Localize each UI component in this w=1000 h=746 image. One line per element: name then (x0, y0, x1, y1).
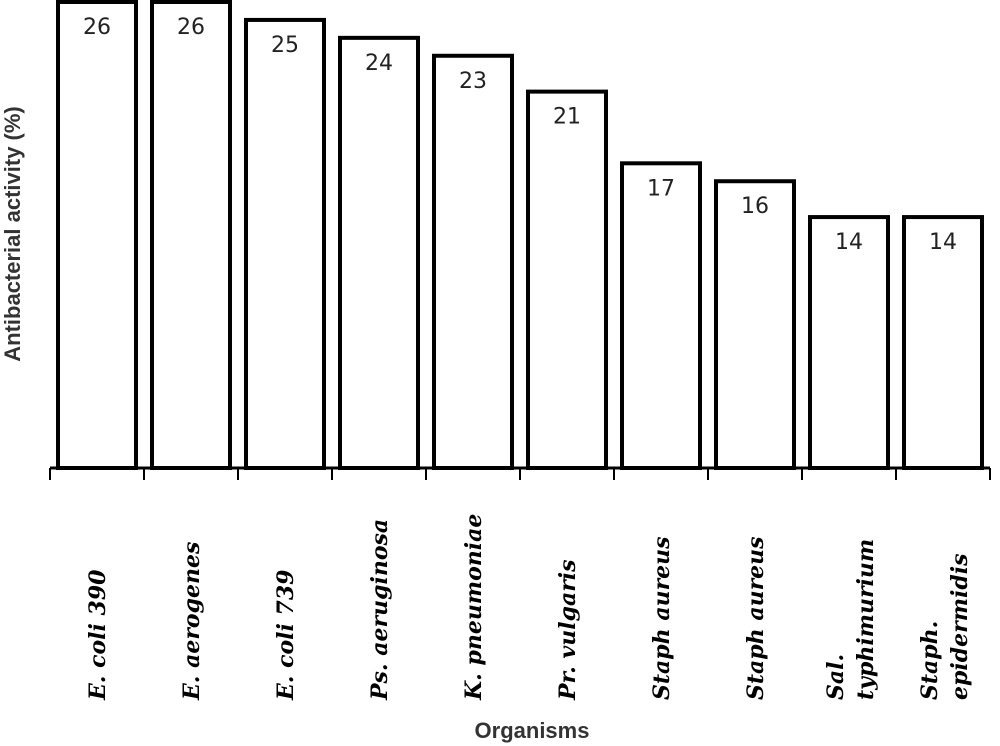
x-axis-title: Organisms (475, 718, 590, 743)
bar (150, 0, 232, 470)
bar-value-label: 26 (177, 15, 205, 40)
x-tick-label-line: K. pneumoniae (461, 514, 487, 701)
x-tick-label-line: E. coli 739 (273, 570, 299, 701)
x-tick-label-line: Ps. aeruginosa (367, 519, 393, 701)
bar-value-label: 21 (553, 105, 581, 130)
bar (56, 0, 138, 470)
x-tick-label-line: typhimurium (853, 539, 879, 700)
bar-value-label: 14 (835, 230, 863, 255)
bar (526, 89, 608, 470)
x-tick-label-line: Sal. (823, 654, 849, 700)
x-tick-label: Staph. epidermidis (917, 554, 973, 700)
x-tick-label: E. aerogenes (179, 542, 205, 701)
x-tick-label: Ps. aeruginosa (367, 519, 393, 701)
labels-layer: 26 26 25 24 23 21 17 16 14 14 E. coli 390 E. aeroge… (83, 15, 973, 701)
bar (714, 179, 796, 470)
bar (338, 35, 420, 470)
bar-value-label: 25 (271, 33, 299, 58)
bar-value-label: 26 (83, 15, 111, 40)
x-tick-label-line: E. coli 390 (85, 569, 111, 701)
bar-value-label: 17 (647, 176, 675, 201)
bar-value-label: 24 (365, 51, 393, 76)
axis-layer (49, 466, 991, 480)
bars-layer (56, 0, 984, 471)
x-tick-label: Staph aureus (743, 536, 769, 700)
bar (244, 17, 326, 471)
bar-value-label: 16 (741, 194, 769, 219)
bar (620, 161, 702, 471)
bar (432, 53, 514, 471)
x-tick-label-line: Pr. vulgaris (555, 559, 581, 701)
x-tick-label: Staph aureus (649, 536, 675, 700)
x-tick-label: Sal. typhimurium (823, 539, 879, 700)
y-axis-title: Antibacterial activity (%) (0, 106, 25, 362)
x-tick-label-line: Staph. (917, 621, 943, 700)
x-tick-label-line: E. aerogenes (179, 542, 205, 701)
x-tick-label-line: epidermidis (947, 554, 973, 700)
x-tick-label: E. coli 739 (273, 570, 299, 701)
x-tick-label-line: Staph aureus (743, 536, 769, 700)
bar (902, 215, 984, 470)
x-tick-label-line: Staph aureus (649, 536, 675, 700)
x-tick-label: K. pneumoniae (461, 514, 487, 701)
bar-value-label: 23 (459, 69, 487, 94)
bar-value-label: 14 (929, 230, 957, 255)
x-tick-label: Pr. vulgaris (555, 559, 581, 701)
x-tick-label: E. coli 390 (85, 569, 111, 701)
